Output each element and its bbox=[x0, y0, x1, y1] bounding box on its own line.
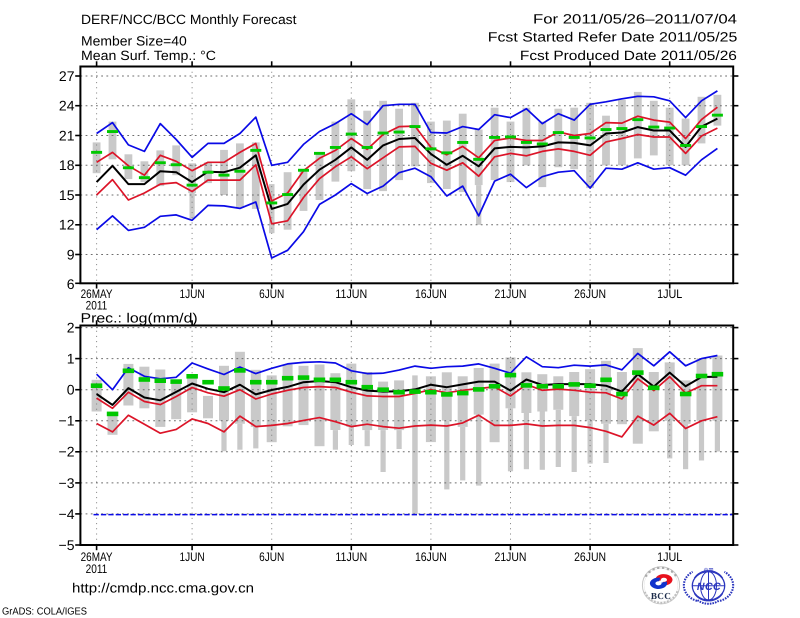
svg-text:−3: −3 bbox=[59, 475, 75, 491]
svg-text:6JUN: 6JUN bbox=[259, 287, 284, 301]
svg-text:http://cmdp.ncc.cma.gov.cn: http://cmdp.ncc.cma.gov.cn bbox=[72, 581, 254, 596]
svg-text:Fcst Produced Date 2011/05/26: Fcst Produced Date 2011/05/26 bbox=[520, 48, 737, 63]
svg-text:24: 24 bbox=[59, 98, 75, 114]
svg-text:2: 2 bbox=[67, 320, 75, 336]
svg-text:−2: −2 bbox=[59, 444, 75, 460]
svg-text:Mean Surf. Temp.: °C: Mean Surf. Temp.: °C bbox=[81, 48, 216, 63]
svg-text:1: 1 bbox=[67, 351, 75, 367]
svg-text:1JUN: 1JUN bbox=[180, 550, 205, 564]
svg-text:21JUN: 21JUN bbox=[495, 287, 527, 301]
svg-text:26MAY: 26MAY bbox=[81, 287, 113, 301]
svg-text:16JUN: 16JUN bbox=[415, 287, 447, 301]
svg-text:1JUL: 1JUL bbox=[657, 287, 682, 301]
svg-text:−1: −1 bbox=[59, 413, 75, 429]
svg-text:21: 21 bbox=[59, 127, 75, 143]
svg-text:26JUN: 26JUN bbox=[574, 550, 606, 564]
svg-text:DERF/NCC/BCC Monthly Forecast: DERF/NCC/BCC Monthly Forecast bbox=[81, 12, 297, 27]
svg-text:For 2011/05/26–2011/07/04: For 2011/05/26–2011/07/04 bbox=[533, 12, 738, 27]
svg-text:27: 27 bbox=[59, 68, 75, 84]
svg-text:GrADS: COLA/IGES: GrADS: COLA/IGES bbox=[2, 607, 87, 618]
svg-text:2011: 2011 bbox=[86, 299, 108, 313]
svg-text:BCC: BCC bbox=[651, 591, 671, 601]
svg-text:9: 9 bbox=[67, 246, 75, 262]
svg-text:16JUN: 16JUN bbox=[415, 550, 447, 564]
svg-text:21JUN: 21JUN bbox=[495, 550, 527, 564]
svg-text:1JUL: 1JUL bbox=[657, 550, 682, 564]
svg-text:12: 12 bbox=[59, 217, 75, 233]
svg-text:18: 18 bbox=[59, 157, 75, 173]
svg-text:15: 15 bbox=[59, 187, 75, 203]
svg-text:Prec.: log(mm/d): Prec.: log(mm/d) bbox=[81, 310, 198, 325]
svg-text:6JUN: 6JUN bbox=[259, 550, 284, 564]
svg-text:1JUN: 1JUN bbox=[180, 287, 205, 301]
svg-text:NCC: NCC bbox=[697, 581, 721, 593]
svg-text:11JUN: 11JUN bbox=[335, 287, 367, 301]
svg-text:11JUN: 11JUN bbox=[335, 550, 367, 564]
svg-text:−4: −4 bbox=[59, 506, 75, 522]
svg-text:中国: 中国 bbox=[703, 567, 713, 574]
svg-text:26MAY: 26MAY bbox=[81, 550, 113, 564]
svg-text:26JUN: 26JUN bbox=[574, 287, 606, 301]
svg-text:2011: 2011 bbox=[86, 562, 108, 576]
svg-text:Fcst Started Refer Date 2011/0: Fcst Started Refer Date 2011/05/25 bbox=[488, 29, 738, 44]
svg-text:Member Size=40: Member Size=40 bbox=[81, 34, 187, 49]
svg-text:−5: −5 bbox=[59, 537, 75, 553]
svg-text:6: 6 bbox=[67, 276, 75, 292]
svg-text:0: 0 bbox=[67, 382, 75, 398]
